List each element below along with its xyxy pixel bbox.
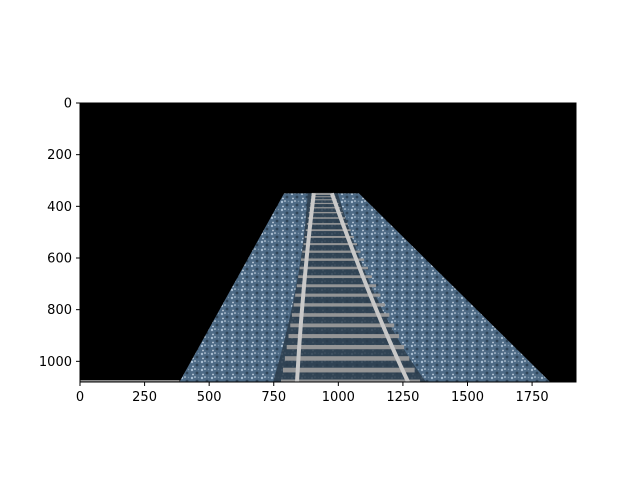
sleeper (281, 379, 421, 382)
plot-area (80, 103, 576, 382)
x-tick-label: 250 (132, 390, 157, 405)
y-tick-label: 800 (47, 303, 72, 318)
plot-frame (79, 102, 577, 383)
y-tick-label: 200 (47, 148, 72, 163)
bottom-edge-strip (80, 380, 180, 382)
track-image (80, 192, 551, 382)
sleeper (299, 266, 368, 270)
x-tick-label: 1000 (322, 390, 355, 405)
sleeper (293, 303, 385, 307)
sleeper (296, 284, 377, 288)
right-rail (329, 192, 410, 382)
sleeper (290, 323, 395, 328)
x-axis: 0 250 500 750 1000 1250 1500 1750 (76, 382, 549, 405)
x-tick-label: 500 (197, 390, 222, 405)
sleeper (298, 275, 372, 279)
sleeper (310, 199, 337, 201)
sleeper (305, 229, 351, 232)
sleeper (300, 258, 365, 261)
y-tick-label: 400 (47, 200, 72, 215)
y-axis: 0 200 400 600 800 1000 (39, 97, 80, 370)
y-tick-label: 1000 (39, 355, 72, 370)
sleeper (310, 202, 339, 205)
sleeper (309, 207, 341, 209)
y-tick-label: 600 (47, 252, 72, 267)
sleeper (282, 367, 415, 373)
sleeper (306, 223, 348, 225)
x-tick-label: 0 (76, 390, 84, 405)
left-rail (295, 193, 316, 382)
sleeper (311, 193, 335, 196)
sleeper (308, 211, 343, 214)
sleeper (295, 293, 381, 297)
sleeper (291, 313, 390, 317)
sleeper (311, 192, 334, 194)
x-tick-label: 1750 (516, 390, 549, 405)
x-tick-label: 750 (261, 390, 286, 405)
x-tick-label: 1500 (451, 390, 484, 405)
x-tick-label: 1250 (386, 390, 419, 405)
sleeper (303, 243, 358, 246)
sleeper (307, 217, 346, 219)
sleeper (304, 235, 354, 238)
sleeper (311, 196, 336, 198)
sleeper (288, 334, 400, 339)
y-tick-label: 0 (64, 97, 72, 112)
sleeper (284, 356, 410, 361)
sleeper (286, 344, 405, 350)
sleeper (302, 250, 361, 253)
